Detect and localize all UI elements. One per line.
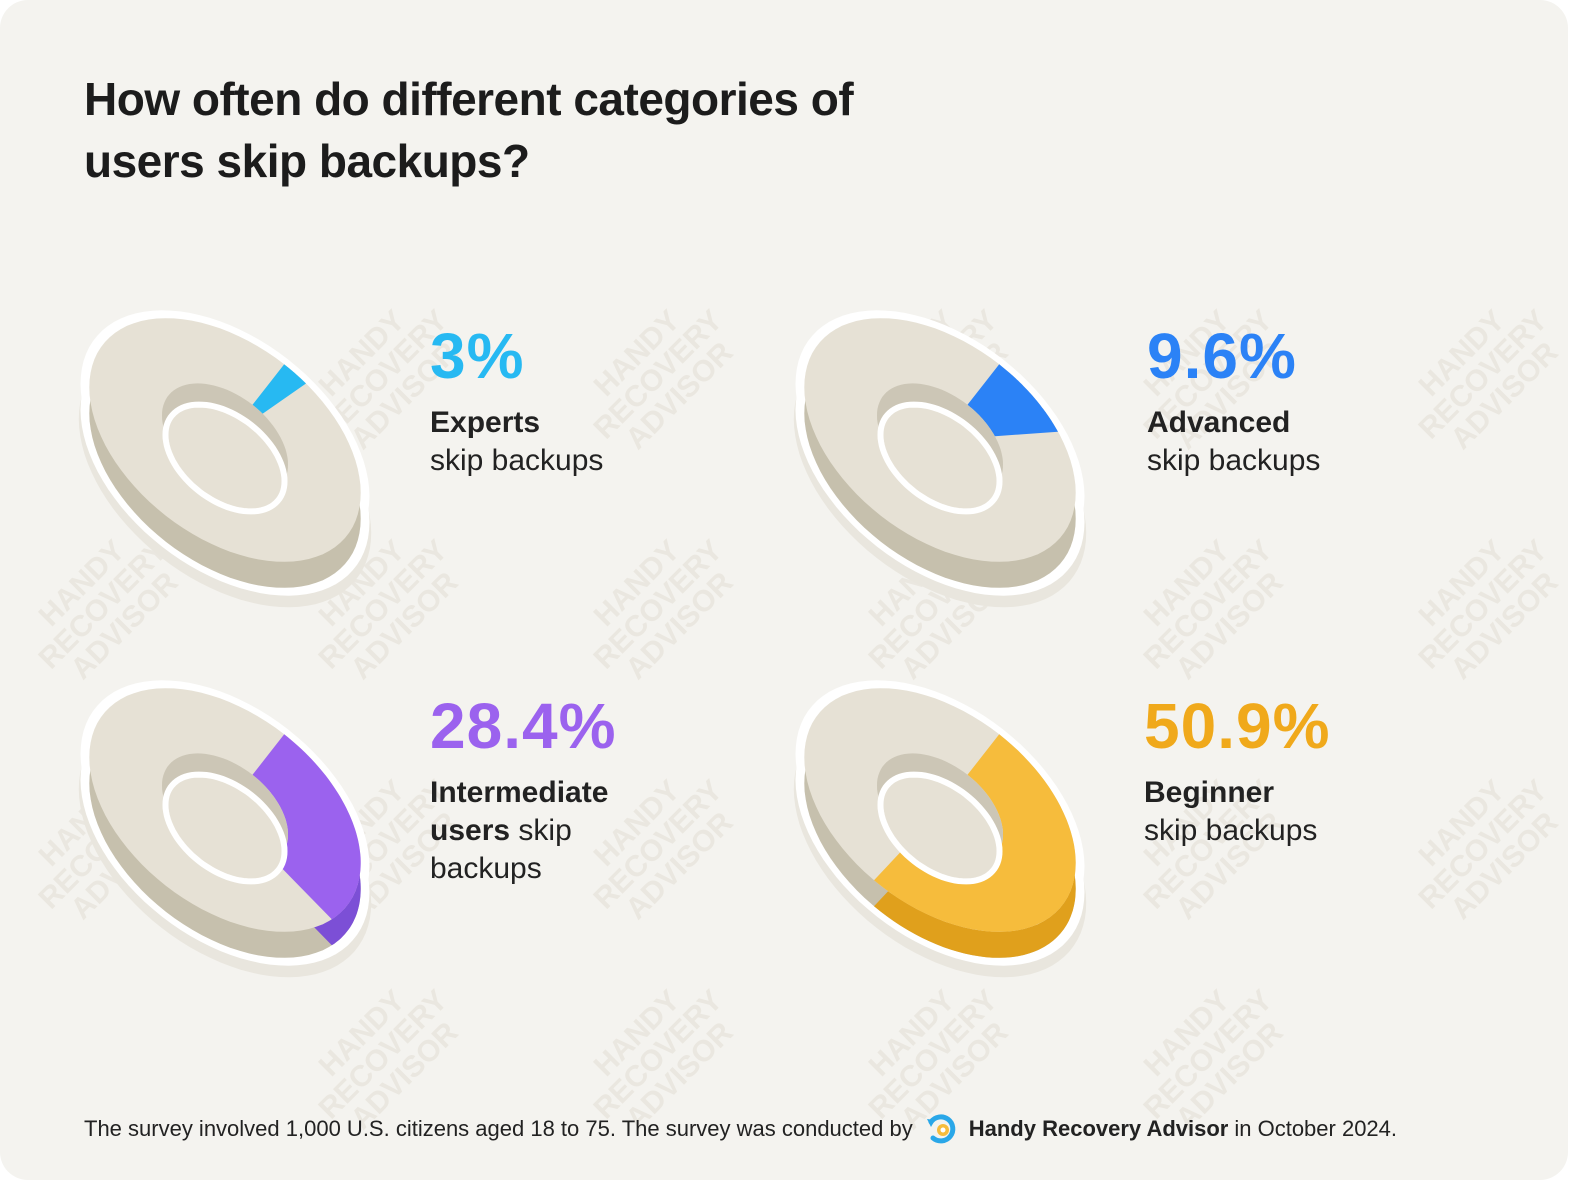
category-suffix-intermediate: skip backups bbox=[430, 814, 572, 885]
category-name-advanced: Advanced bbox=[1147, 406, 1291, 439]
value-label-advanced: 9.6% bbox=[1147, 320, 1297, 392]
footer-note: The survey involved 1,000 U.S. citizens … bbox=[84, 1113, 1397, 1145]
value-label-experts: 3% bbox=[430, 320, 525, 392]
donut-hole-floor bbox=[877, 401, 1003, 515]
handy-recovery-advisor-logo-icon bbox=[925, 1113, 961, 1145]
category-suffix-experts: skip backups bbox=[430, 444, 604, 477]
category-name-beginner: Beginner bbox=[1144, 776, 1275, 809]
donut-hole-floor bbox=[877, 771, 1003, 885]
donut-chart-advanced bbox=[793, 310, 1087, 608]
donut-slice-0 bbox=[252, 364, 306, 414]
footer-brand: Handy Recovery Advisor bbox=[968, 1116, 1229, 1141]
chart-title: How often do different categories of use… bbox=[84, 73, 854, 187]
donut-chart-experts bbox=[78, 310, 372, 608]
category-name-experts: Experts bbox=[430, 406, 541, 439]
donut-chart-intermediate bbox=[78, 680, 372, 978]
donut-hole-floor bbox=[162, 771, 288, 885]
donut-hole-floor bbox=[162, 401, 288, 515]
category-suffix-beginner: skip backups bbox=[1144, 814, 1318, 847]
category-name-intermediate: Intermediate users bbox=[430, 776, 609, 847]
donut-slice-3 bbox=[874, 734, 1076, 932]
stat-advanced: 9.6% Advanced skip backups bbox=[1147, 322, 1320, 480]
infographic-card: HANDY RECOVERY ADVISOR HANDY RECOVERY ADVISOR… bbox=[0, 0, 1568, 1180]
footer-text-after: in October 2024. bbox=[1234, 1116, 1398, 1141]
category-label-advanced: Advanced skip backups bbox=[1147, 404, 1320, 480]
category-suffix-advanced: skip backups bbox=[1147, 444, 1321, 477]
stat-intermediate: 28.4% Intermediate users skip backups bbox=[430, 692, 670, 888]
category-label-experts: Experts skip backups bbox=[430, 404, 603, 480]
donut-slice-2 bbox=[252, 734, 361, 920]
stat-beginner: 50.9% Beginner skip backups bbox=[1144, 692, 1330, 850]
value-label-beginner: 50.9% bbox=[1144, 690, 1331, 762]
footer-text-before: The survey involved 1,000 U.S. citizens … bbox=[84, 1116, 913, 1141]
category-label-beginner: Beginner skip backups bbox=[1144, 774, 1330, 850]
category-label-intermediate: Intermediate users skip backups bbox=[430, 774, 670, 888]
donut-chart-beginner bbox=[793, 680, 1087, 978]
stat-experts: 3% Experts skip backups bbox=[430, 322, 603, 480]
value-label-intermediate: 28.4% bbox=[430, 690, 617, 762]
donut-slice-1 bbox=[967, 364, 1058, 437]
